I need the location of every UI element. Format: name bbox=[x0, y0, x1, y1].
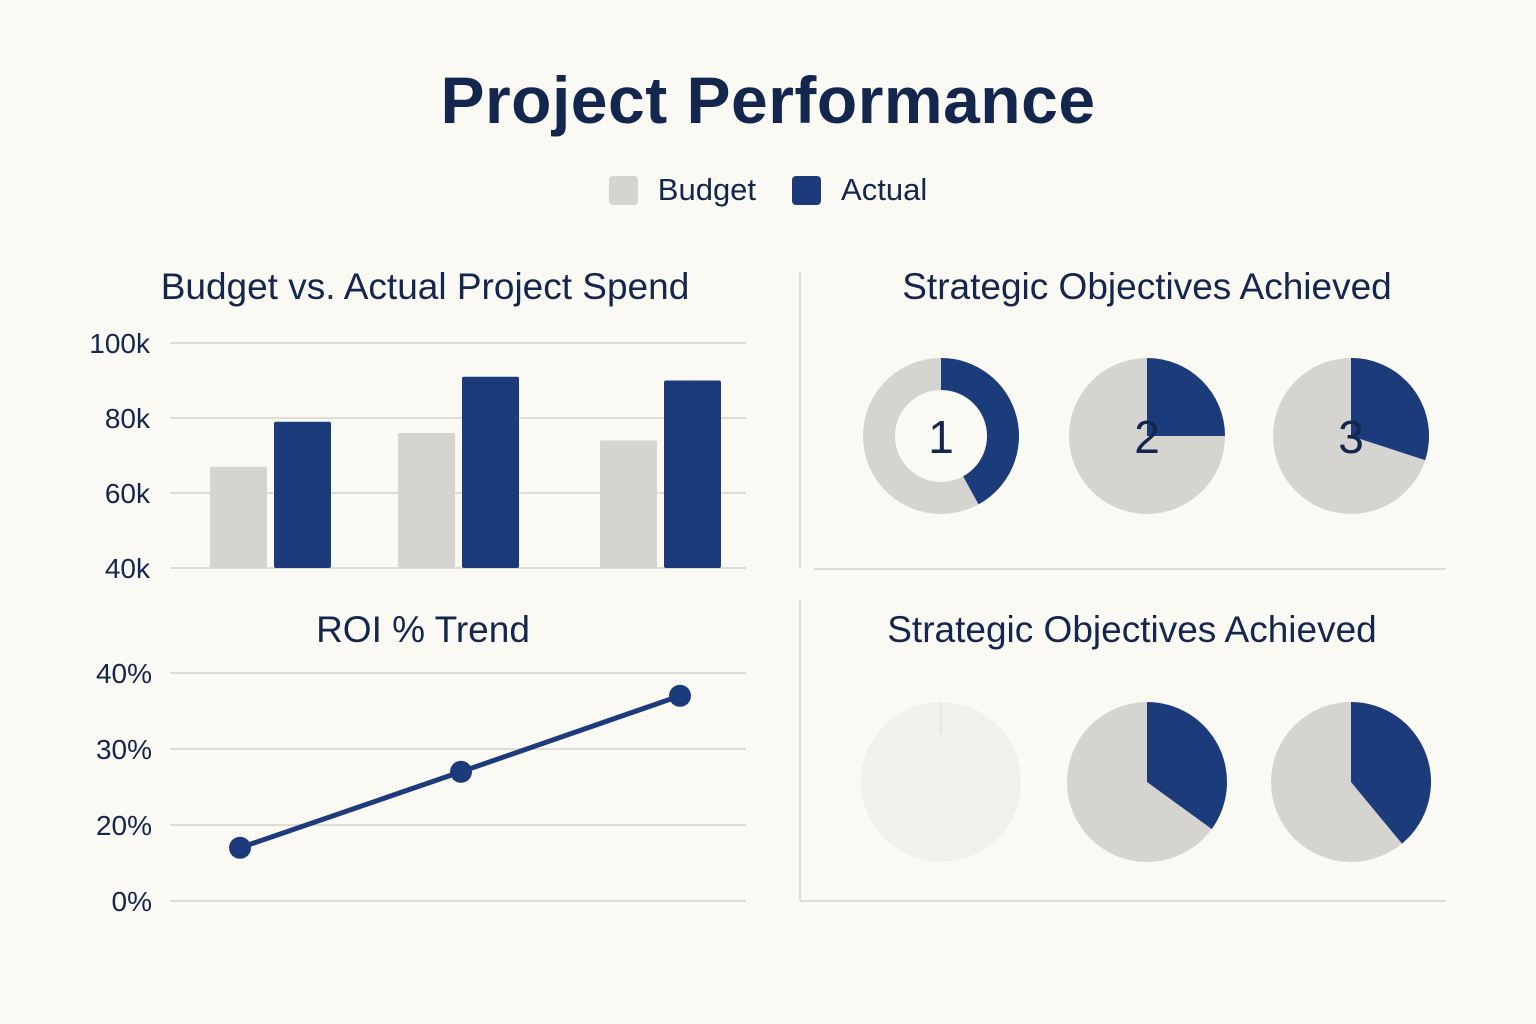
pie-faded bbox=[861, 702, 1021, 862]
legend-label-budget: Budget bbox=[657, 172, 757, 207]
line-y-tick-label: 30% bbox=[96, 734, 152, 765]
line-chart-title: ROI % Trend bbox=[316, 609, 530, 650]
legend-swatch-budget bbox=[608, 175, 638, 205]
pie-chart-title-bottom: Strategic Objectives Achieved bbox=[887, 609, 1376, 650]
bar-y-tick-label: 100k bbox=[89, 328, 151, 359]
bar-actual bbox=[462, 376, 519, 568]
line-chart: 0% 20% 30% 40% bbox=[96, 658, 746, 917]
legend-label-actual: Actual bbox=[841, 172, 928, 207]
pie-chart-title-top: Strategic Objectives Achieved bbox=[902, 266, 1391, 307]
legend-swatch-actual bbox=[792, 175, 822, 205]
line-y-tick-label: 20% bbox=[96, 810, 152, 841]
roi-point bbox=[450, 760, 472, 783]
pie-group-bottom bbox=[861, 702, 1431, 862]
legend-item-budget: Budget bbox=[608, 172, 757, 208]
bar-chart: 40k 60k 80k 100k bbox=[89, 328, 746, 584]
bar-budget bbox=[398, 433, 455, 568]
bar-budget bbox=[600, 440, 657, 568]
bar-actual bbox=[664, 380, 721, 568]
pie-label: 1 bbox=[928, 411, 954, 463]
legend-item-actual: Actual bbox=[792, 172, 927, 208]
line-y-tick-label: 40% bbox=[96, 658, 152, 689]
page-title: Project Performance bbox=[440, 63, 1096, 137]
pie-actual-slice bbox=[1351, 702, 1431, 844]
bar-chart-title: Budget vs. Actual Project Spend bbox=[161, 266, 690, 307]
bar-actual bbox=[274, 421, 331, 568]
pie-actual-slice bbox=[1147, 702, 1227, 830]
line-y-tick-label: 0% bbox=[112, 886, 152, 917]
pie-actual-slice bbox=[1147, 358, 1225, 436]
pie-label: 2 bbox=[1134, 411, 1160, 463]
pie-label: 3 bbox=[1338, 411, 1364, 463]
bar-y-tick-label: 80k bbox=[105, 403, 151, 434]
bar-y-tick-label: 60k bbox=[105, 478, 151, 509]
roi-point bbox=[669, 684, 691, 707]
bar-y-tick-label: 40k bbox=[105, 553, 151, 584]
legend: Budget Actual bbox=[0, 172, 1536, 208]
pie-group-top: 1 2 3 bbox=[863, 358, 1429, 514]
bar-budget bbox=[210, 466, 267, 568]
pie-actual-slice bbox=[1351, 358, 1429, 461]
donut-hole bbox=[894, 389, 988, 483]
roi-point bbox=[229, 836, 251, 859]
